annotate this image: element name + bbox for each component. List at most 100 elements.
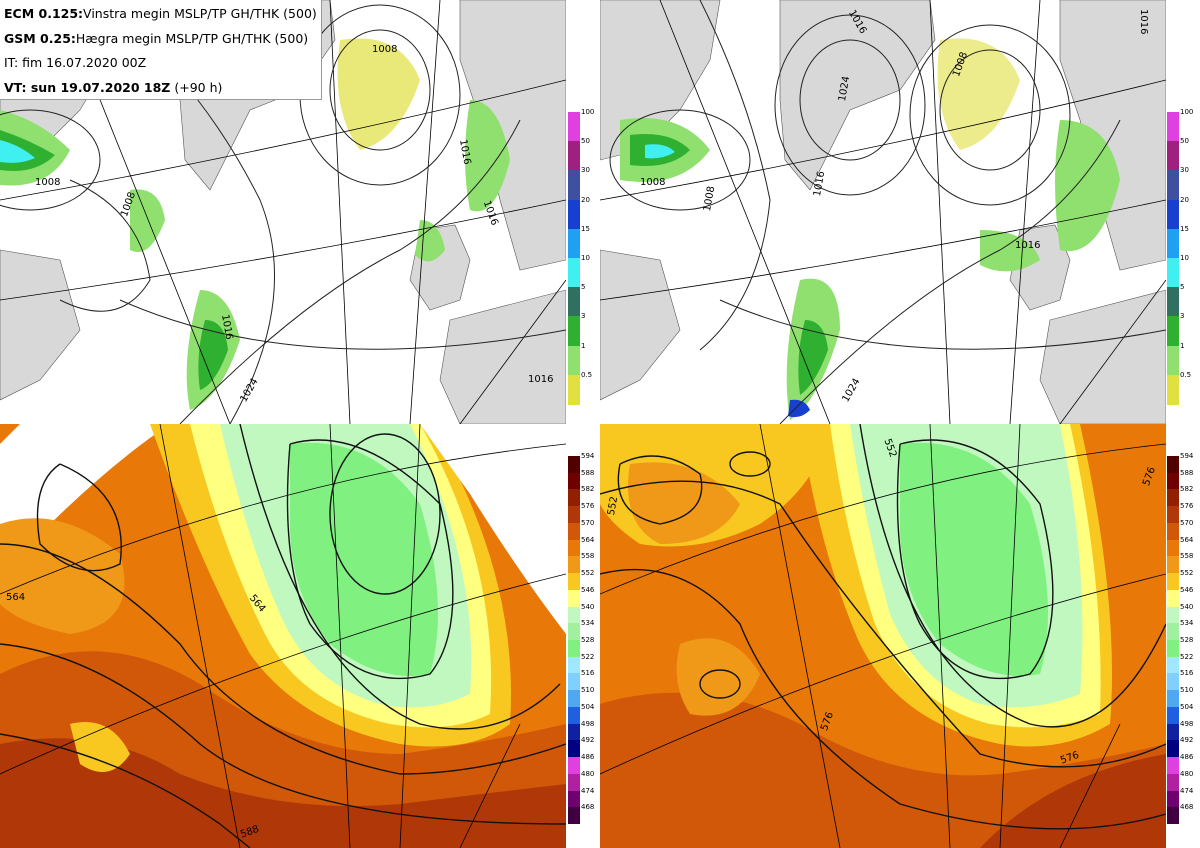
- colorbar-label: 20: [1180, 195, 1189, 204]
- colorbar-label: 10: [581, 254, 590, 262]
- colorbar-segment: [568, 141, 580, 172]
- colorbar-label: 510: [581, 686, 595, 695]
- isobar-label: 1016: [1138, 9, 1149, 34]
- gsm-thickness-map: 552 552 576 576 576: [600, 424, 1166, 848]
- colorbar-label: 504: [1180, 702, 1194, 711]
- scandinavia-land: [459, 0, 566, 271]
- colorbar-segment: [1167, 316, 1179, 347]
- colorbar-label: 474: [581, 786, 595, 795]
- colorbar-segment: [568, 456, 580, 473]
- colorbar-label: 1: [1180, 341, 1185, 350]
- precip-colorbar-left: 100 50 30 20 15 10 5 3 1 0.5: [568, 108, 602, 405]
- isobar-label: 1016: [528, 374, 553, 385]
- colorbar-label: 594: [581, 452, 595, 460]
- colorbar-segment: [1167, 656, 1179, 674]
- colorbar-label: 558: [1180, 552, 1194, 561]
- colorbar-label: 486: [1180, 753, 1194, 762]
- colorbar-label: 546: [581, 585, 595, 594]
- colorbar-segment: [1167, 456, 1179, 473]
- colorbar-label: 534: [1180, 619, 1194, 628]
- colorbar-segment: [1167, 606, 1179, 624]
- isobar-label: 1024: [837, 75, 852, 102]
- colorbar-segment: [1167, 489, 1179, 507]
- colorbar-label: 576: [581, 502, 595, 511]
- colorbar-label: 510: [1180, 686, 1194, 695]
- colorbar-segment: [568, 472, 580, 490]
- gsm-mslp-map: 1008 1008 1008 1016 1016 1016 1024 1024 …: [600, 0, 1166, 424]
- isobar-label: 1016: [1015, 240, 1040, 251]
- colorbar-segment: [568, 589, 580, 607]
- colorbar-label: 564: [581, 535, 595, 544]
- colorbar-label: 0.5: [581, 370, 593, 379]
- colorbar-segment: [568, 112, 580, 142]
- colorbar-segment: [1167, 539, 1179, 557]
- colorbar-segment: [1167, 723, 1179, 741]
- colorbar-label: 5: [1180, 283, 1185, 292]
- colorbar-segment: [568, 740, 580, 758]
- colorbar-segment: [568, 228, 580, 259]
- colorbar-segment: [568, 673, 580, 691]
- colorbar-label: 492: [581, 736, 595, 745]
- colorbar-segment: [568, 316, 580, 347]
- gh-label: 564: [6, 592, 25, 603]
- colorbar-label: 10: [1180, 254, 1189, 262]
- colorbar-label: 552: [581, 569, 595, 578]
- gh-label: 552: [606, 496, 620, 517]
- colorbar-segment: [568, 287, 580, 318]
- colorbar-segment: [1167, 790, 1179, 808]
- colorbar-label: 100: [581, 108, 595, 116]
- colorbar-label: 534: [581, 619, 595, 628]
- init-time: IT: fim 16.07.2020 00Z: [4, 55, 147, 70]
- colorbar-segment: [1167, 258, 1179, 288]
- colorbar-segment: [1167, 345, 1179, 376]
- colorbar-label: 1: [581, 341, 586, 350]
- colorbar-segment: [1167, 287, 1179, 318]
- colorbar-label: 15: [1180, 224, 1189, 233]
- isobar-label: 1016: [457, 139, 472, 166]
- colorbar-label: 570: [581, 518, 595, 527]
- colorbar-label: 540: [1180, 602, 1194, 611]
- colorbar-segment: [1167, 690, 1179, 708]
- colorbar-label: 546: [1180, 585, 1194, 594]
- thickness-colorbar-right: 594 588 582 576 570 564 558 552 546 540 534 528 522 5…: [1167, 452, 1200, 825]
- colorbar-segment: [568, 790, 580, 808]
- europe-land: [439, 289, 566, 424]
- colorbar-segment: [1167, 199, 1179, 230]
- colorbar-segment: [1167, 228, 1179, 259]
- colorbar-segment: [1167, 757, 1179, 775]
- colorbar-segment: [1167, 807, 1179, 825]
- colorbar-label: 516: [1180, 669, 1194, 678]
- colorbar-segment: [1167, 673, 1179, 691]
- colorbar-label: 486: [581, 753, 595, 762]
- isobar-label: 1016: [219, 314, 234, 341]
- colorbar-segment: [568, 556, 580, 574]
- colorbar-segment: [1167, 589, 1179, 607]
- colorbar-segment: [1167, 170, 1179, 201]
- colorbar-label: 480: [1180, 769, 1194, 778]
- colorbar-label: 20: [581, 195, 590, 204]
- colorbar-label: 528: [1180, 636, 1194, 644]
- colorbar-label: 498: [581, 719, 595, 728]
- colorbar-segment: [1167, 522, 1179, 540]
- colorbar-segment: [568, 773, 580, 791]
- colorbar-segment: [1167, 141, 1179, 172]
- colorbar-label: 588: [581, 468, 595, 477]
- colorbar-label: 558: [581, 552, 595, 561]
- colorbar-segment: [1167, 706, 1179, 724]
- canada-south-land: [0, 249, 81, 401]
- colorbar-label: 594: [1180, 452, 1194, 460]
- colorbar-segment: [568, 706, 580, 724]
- colorbar-segment: [568, 573, 580, 591]
- colorbar-segment: [1167, 112, 1179, 142]
- colorbar-label: 522: [581, 652, 595, 661]
- colorbar-label: 576: [1180, 502, 1194, 511]
- colorbar-segment: [568, 606, 580, 624]
- colorbar-segment: [568, 807, 580, 825]
- colorbar-label: 516: [581, 669, 595, 678]
- colorbar-label: 50: [1180, 137, 1189, 146]
- colorbar-segment: [1167, 506, 1179, 524]
- isobar-label: 1008: [702, 185, 717, 212]
- valid-time: VT: sun 19.07.2020 18Z: [4, 79, 171, 95]
- colorbar-segment: [568, 640, 580, 657]
- model-ecm-desc: Vinstra megin MSLP/TP GH/THK (500): [83, 6, 317, 21]
